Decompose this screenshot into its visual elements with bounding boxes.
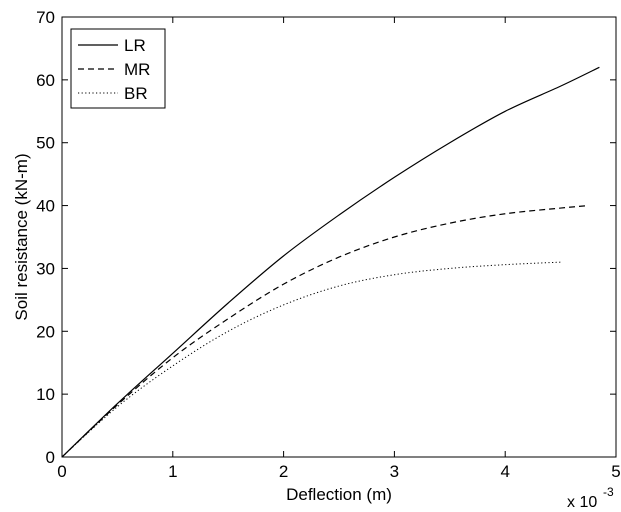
legend-label-lr: LR — [124, 36, 146, 55]
x-tick-label: 5 — [611, 462, 620, 481]
x-tick-label: 2 — [279, 462, 288, 481]
y-axis-ticks: 0 10 20 30 40 50 60 70 — [36, 8, 616, 467]
x-tick-label: 1 — [168, 462, 177, 481]
y-tick-label: 0 — [46, 448, 55, 467]
x-axis-label: Deflection (m) — [286, 485, 392, 504]
x-tick-label: 0 — [57, 462, 66, 481]
y-tick-label: 20 — [36, 322, 55, 341]
y-tick-label: 40 — [36, 197, 55, 216]
x-tick-label: 4 — [500, 462, 509, 481]
series-line-br — [61, 261, 561, 458]
legend-label-mr: MR — [124, 60, 150, 79]
y-tick-label: 70 — [36, 8, 55, 27]
y-tick-label: 60 — [36, 71, 55, 90]
series-line-mr — [61, 204, 589, 458]
x-tick-label: 3 — [390, 462, 399, 481]
series-line-lr — [61, 66, 600, 458]
x-scale-label: x 10 — [567, 494, 597, 511]
series-lines — [61, 66, 600, 458]
x-axis-ticks: 0 1 2 3 4 5 — [57, 17, 621, 481]
y-axis-label: Soil resistance (kN-m) — [12, 153, 31, 320]
x-scale-exponent: -3 — [603, 485, 614, 499]
legend-box — [70, 28, 166, 109]
y-tick-label: 10 — [36, 385, 55, 404]
y-tick-label: 30 — [36, 259, 55, 278]
y-tick-label: 50 — [36, 134, 55, 153]
legend: LR MR BR — [70, 28, 166, 109]
legend-label-br: BR — [124, 84, 148, 103]
